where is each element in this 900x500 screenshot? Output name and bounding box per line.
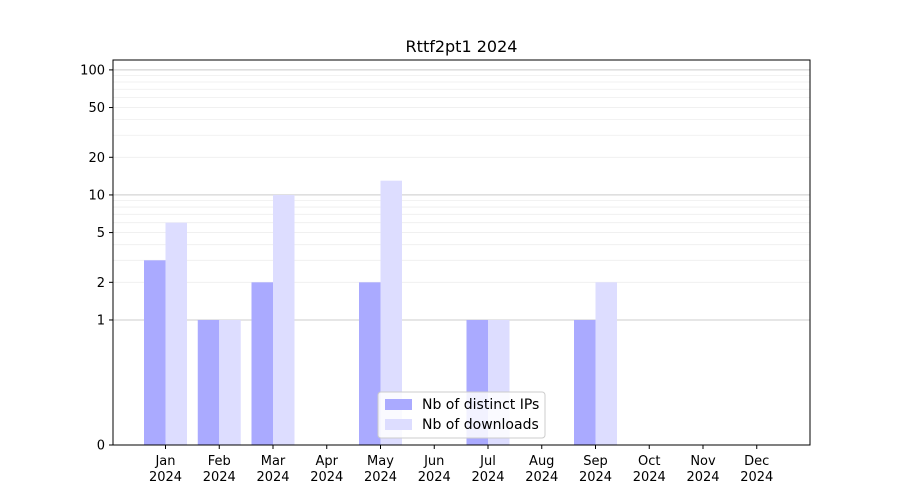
bar xyxy=(380,180,402,445)
plot-frame xyxy=(112,59,811,446)
y-tick-label: 2 xyxy=(97,276,105,291)
x-tick-label: Aug 2024 xyxy=(525,454,558,485)
y-tick-label: 100 xyxy=(80,63,105,78)
y-tick-label: 20 xyxy=(88,151,105,166)
bar xyxy=(165,222,187,445)
x-tick-label: Mar 2024 xyxy=(256,454,289,485)
bar xyxy=(197,319,220,445)
x-tick-label: Jul 2024 xyxy=(471,454,504,485)
y-axis: 0 1 2 5 10 20 50 100 xyxy=(80,63,113,454)
x-tick-label: May 2024 xyxy=(364,454,397,485)
x-tick-label: Feb 2024 xyxy=(203,454,236,485)
legend: Nb of distinct IPs Nb of downloads xyxy=(377,391,546,439)
bar xyxy=(251,282,273,445)
x-tick-label: Apr 2024 xyxy=(310,454,343,485)
bar xyxy=(144,260,166,445)
y-tick-label: 5 xyxy=(97,226,105,241)
x-tick-label: Sep 2024 xyxy=(579,454,612,485)
y-tick-label: 50 xyxy=(88,101,105,116)
x-tick-label: Dec 2024 xyxy=(740,454,773,485)
bar xyxy=(273,194,295,445)
x-tick-label: Oct 2024 xyxy=(633,454,666,485)
legend-box xyxy=(377,391,546,439)
y-tick-label: 10 xyxy=(88,188,105,203)
legend-label: Nb of downloads xyxy=(422,417,539,433)
bar xyxy=(574,319,596,445)
bar xyxy=(219,319,241,445)
grid-lines xyxy=(113,69,810,321)
bar xyxy=(595,282,617,445)
chart-title: Rttf2pt1 2024 xyxy=(406,37,518,56)
x-tick-label: Nov 2024 xyxy=(686,454,719,485)
legend-swatch xyxy=(385,399,412,410)
bar xyxy=(359,282,381,445)
legend-label: Nb of distinct IPs xyxy=(422,397,539,413)
x-tick-label: Jun 2024 xyxy=(418,454,451,485)
x-tick-label: Jan 2024 xyxy=(149,454,182,485)
y-tick-label: 1 xyxy=(97,313,105,328)
x-axis: Jan 2024 Feb 2024 Mar 2024 Apr 2024 May 2024 Jun 20… xyxy=(149,445,773,485)
legend-swatch xyxy=(385,419,412,430)
y-tick-label: 0 xyxy=(97,439,105,454)
